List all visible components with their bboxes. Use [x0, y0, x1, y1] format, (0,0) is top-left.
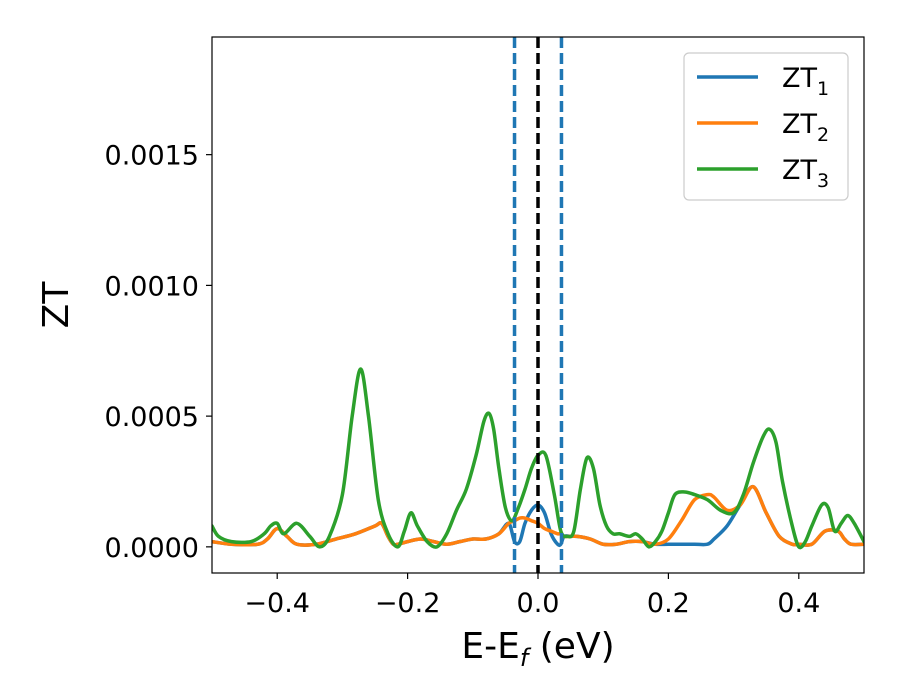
series-layer [212, 367, 864, 550]
legend-label-subscript: 2 [817, 124, 829, 146]
x-tick-label: 0.2 [647, 588, 690, 619]
x-tick-label: −0.2 [375, 588, 441, 619]
legend-label-zt2: ZT2 [782, 109, 829, 146]
x-axis-label: E-Ef (eV) [461, 626, 614, 672]
legend-frame [683, 52, 849, 201]
series-line-zt3 [212, 367, 864, 550]
x-tick-label: 0.4 [777, 588, 820, 619]
y-axis-label: ZT [36, 281, 77, 329]
y-tick-label: 0.0000 [105, 533, 199, 564]
x-axis-label-main: E-E [461, 626, 519, 667]
y-tick-label: 0.0010 [105, 271, 199, 302]
legend-label-zt1: ZT1 [782, 63, 829, 100]
x-axis-label-suffix: (eV) [528, 626, 614, 667]
legend-label-zt3: ZT3 [782, 155, 829, 192]
y-tick-label: 0.0005 [105, 402, 199, 433]
legend-label-main: ZT [782, 155, 817, 186]
vertical-reference-lines [512, 37, 564, 573]
y-tick-label: 0.0015 [105, 141, 199, 172]
x-tick-label: 0.0 [517, 588, 560, 619]
x-tick-label: −0.4 [244, 588, 310, 619]
legend-label-main: ZT [782, 63, 817, 94]
legend-label-subscript: 3 [817, 170, 829, 192]
legend-label-subscript: 1 [817, 78, 829, 100]
x-axis-ticks: −0.4 −0.2 0.0 0.2 0.4 [244, 573, 820, 619]
legend-label-main: ZT [782, 109, 817, 140]
y-axis-ticks: 0.0000 0.0005 0.0010 0.0015 [105, 141, 212, 564]
series-line-zt2 [212, 484, 864, 547]
